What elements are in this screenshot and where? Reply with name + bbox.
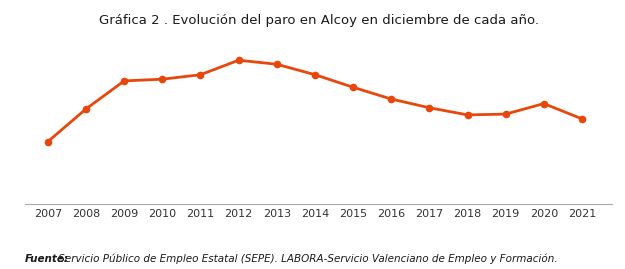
Text: Fuente:: Fuente: <box>25 254 69 264</box>
Text: Servicio Público de Empleo Estatal (SEPE). LABORA-Servicio Valenciano de Empleo : Servicio Público de Empleo Estatal (SEPE… <box>55 253 558 264</box>
Title: Gráfica 2 . Evolución del paro en Alcoy en diciembre de cada año.: Gráfica 2 . Evolución del paro en Alcoy … <box>99 14 539 27</box>
